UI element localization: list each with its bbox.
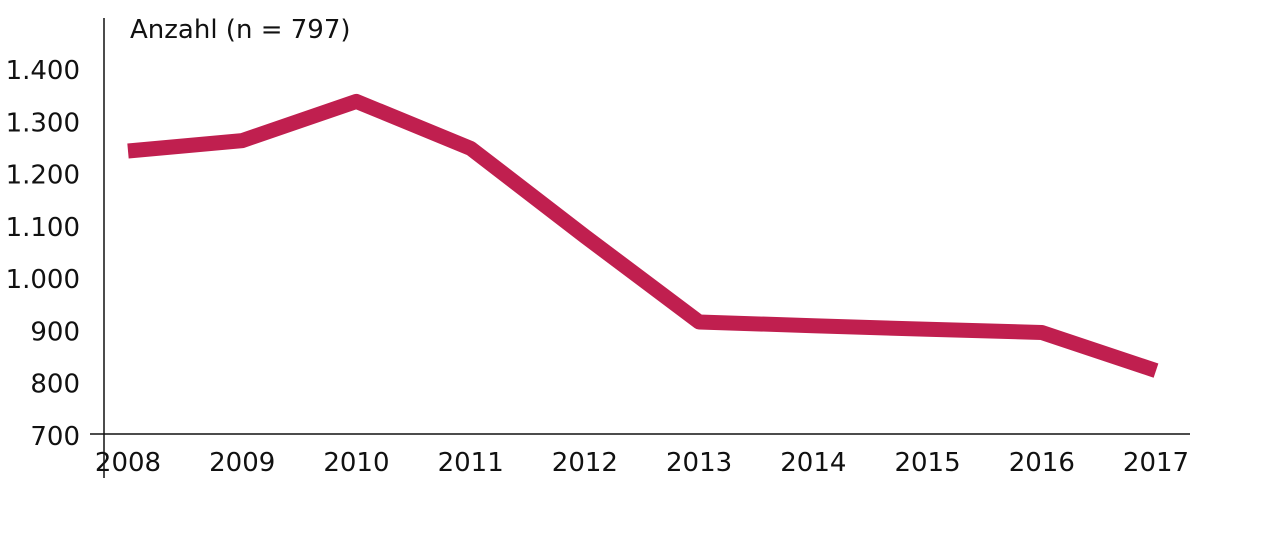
x-tick-label: 2009 xyxy=(209,448,275,478)
x-tick-label: 2014 xyxy=(780,448,846,478)
y-tick-label: 1.100 xyxy=(6,213,80,243)
x-tick-label: 2013 xyxy=(666,448,732,478)
x-tick-label: 2012 xyxy=(552,448,618,478)
series-layer xyxy=(127,93,1159,378)
x-tick-label: 2011 xyxy=(438,448,504,478)
x-tick-label: 2010 xyxy=(323,448,389,478)
y-axis-ticks: 700 800 900 1.000 1.100 1.200 1.300 1.400 xyxy=(6,56,80,452)
chart-title: Anzahl (n = 797) xyxy=(130,15,351,45)
x-tick-label: 2017 xyxy=(1123,448,1189,478)
y-tick-label: 1.300 xyxy=(6,108,80,138)
y-tick-label: 700 xyxy=(30,422,80,452)
y-tick-label: 1.200 xyxy=(6,161,80,191)
x-tick-label: 2008 xyxy=(95,448,161,478)
x-tick-label: 2016 xyxy=(1009,448,1075,478)
y-tick-label: 1.400 xyxy=(6,56,80,86)
x-tick-label: 2015 xyxy=(894,448,960,478)
series-line xyxy=(127,93,1159,378)
y-tick-label: 800 xyxy=(30,370,80,400)
x-axis-ticks: 2008 2009 2010 2011 2012 2013 2014 2015 2016 2017 xyxy=(95,448,1189,478)
y-tick-label: 1.000 xyxy=(6,265,80,295)
y-tick-label: 900 xyxy=(30,317,80,347)
